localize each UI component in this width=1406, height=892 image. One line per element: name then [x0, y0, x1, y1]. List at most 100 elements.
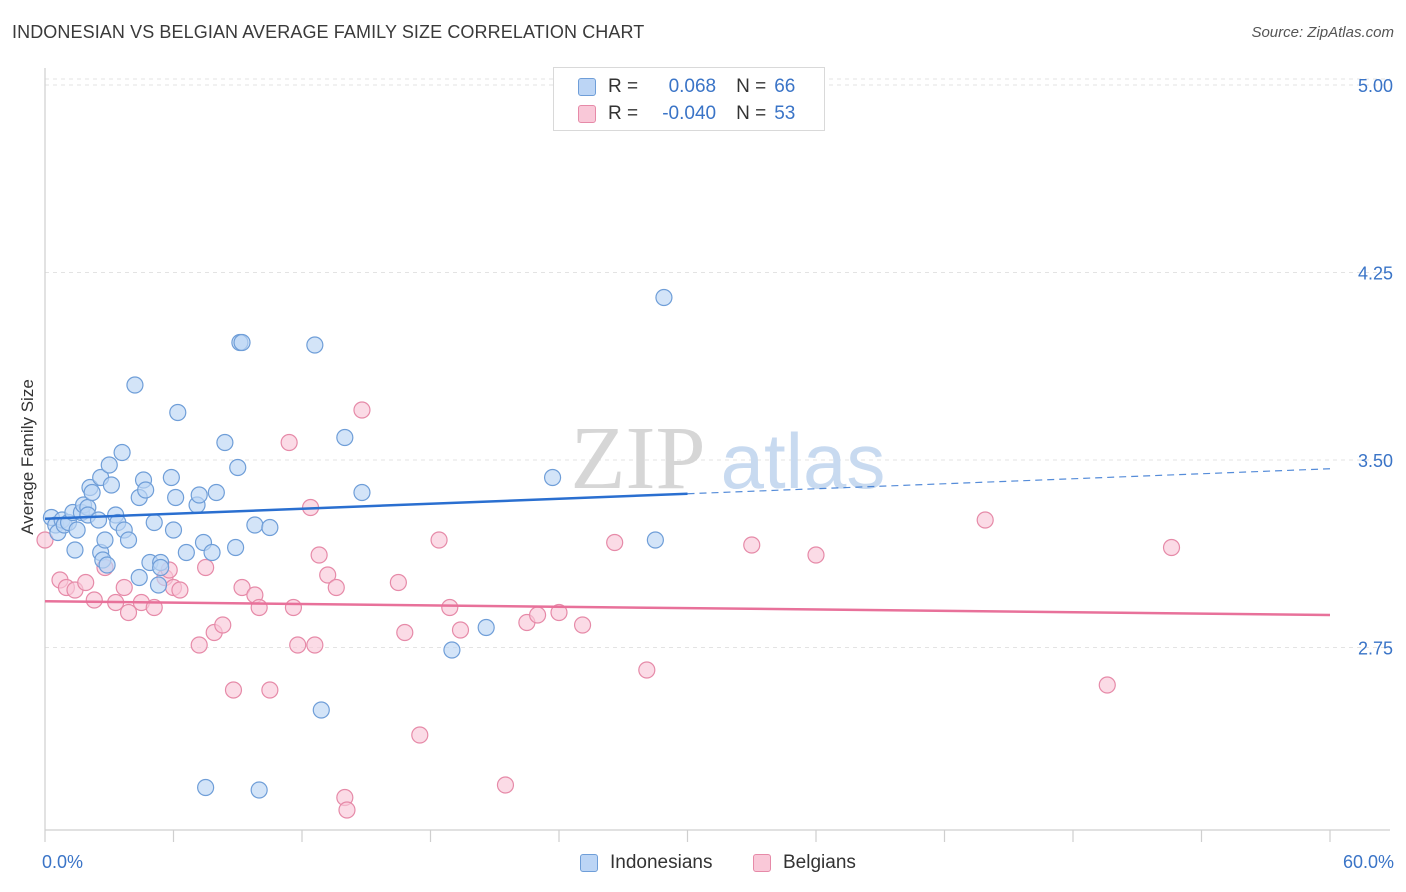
belgian-point [638, 661, 656, 679]
belgian-point [214, 616, 232, 634]
belgian-point [233, 578, 251, 597]
grid [45, 78, 1390, 648]
chart-title: INDONESIAN VS BELGIAN AVERAGE FAMILY SIZ… [12, 22, 645, 42]
indonesian-point [113, 443, 131, 462]
indonesian-point [177, 543, 195, 562]
indonesian-point [477, 618, 495, 637]
indonesian-point [353, 483, 371, 502]
indonesian-point [216, 433, 234, 452]
belgian-point [743, 536, 761, 554]
belgian-point [319, 566, 337, 584]
watermark: ZIP atlas [571, 409, 886, 508]
r-value-indonesians: 0.068 [668, 76, 717, 97]
belgian-point [171, 581, 189, 599]
belgian-point [389, 573, 407, 592]
blue-swatch-icon [580, 854, 598, 872]
r-value-belgians: -0.040 [662, 103, 717, 124]
indonesian-point [336, 428, 354, 447]
axes [44, 68, 1390, 842]
indonesian-point [164, 521, 183, 539]
indonesian-point [227, 538, 245, 557]
indonesian-point [100, 456, 118, 474]
pink-swatch-icon [753, 854, 771, 872]
indonesian-point [169, 403, 187, 422]
indonesian-point [229, 458, 247, 477]
belgian-point [976, 511, 994, 529]
legend-label-indonesians: Indonesians [610, 852, 713, 873]
belgian-point [327, 578, 345, 597]
belgian-point [280, 433, 298, 452]
belgian-point [224, 681, 243, 699]
belgian-point [451, 621, 470, 639]
watermark-zip: ZIP [571, 409, 706, 508]
belgian-point [77, 573, 95, 592]
indonesian-point [162, 468, 180, 487]
belgian-point [85, 591, 103, 609]
belgian-point [197, 558, 215, 577]
belgian-point [289, 636, 307, 654]
belgian-point [528, 606, 547, 624]
belgian-point [807, 546, 825, 564]
watermark-atlas: atlas [721, 417, 886, 505]
belgian-point [190, 636, 208, 654]
y-tick-label: 3.50 [1358, 451, 1393, 471]
n-label: N = [736, 76, 767, 97]
belgian-point [496, 776, 515, 794]
belgian-point [261, 681, 279, 699]
indonesian-point [312, 701, 330, 719]
belgian-point [550, 603, 568, 622]
indonesian-point [543, 468, 562, 487]
indonesian-point [167, 488, 185, 507]
indonesian-point [89, 511, 108, 529]
belgian-point [36, 531, 54, 549]
belgian-point [573, 616, 592, 634]
indonesian-point [126, 376, 144, 394]
belgian-point [396, 623, 414, 642]
indonesian-point [646, 531, 664, 549]
r-label: R = [608, 76, 639, 97]
belgian-point [284, 598, 303, 617]
belgian-point [119, 603, 138, 622]
indonesian-point [130, 568, 148, 587]
belgian-point [411, 726, 429, 744]
indonesian-point [261, 518, 279, 537]
indonesian-point [203, 543, 221, 562]
indonesian-point [119, 531, 138, 549]
blue-swatch-icon [578, 78, 596, 96]
belgian-point [441, 598, 459, 617]
legend-row-belgians: R = -0.040 N = 53 [578, 102, 795, 126]
trend-lines [44, 468, 1331, 617]
belgian-trend-line [44, 600, 1331, 617]
pink-swatch-icon [578, 105, 596, 123]
indonesian-point [655, 288, 673, 307]
indonesian-point [96, 531, 114, 549]
indonesian-point [197, 778, 215, 797]
legend-item-belgians: Belgians [753, 852, 856, 874]
indonesian-point [233, 333, 251, 352]
indonesian-point [152, 558, 170, 577]
n-label: N = [736, 103, 767, 124]
x-tick-max: 60.0% [1342, 852, 1394, 872]
legend-item-indonesians: Indonesians [580, 852, 712, 874]
n-value-belgians: 53 [774, 103, 796, 124]
indonesian-point [145, 513, 163, 532]
y-tick-label: 4.25 [1358, 264, 1393, 284]
belgian-point [306, 636, 324, 654]
legend-label-belgians: Belgians [783, 852, 856, 873]
y-tick-label: 5.00 [1358, 76, 1393, 96]
belgian-point [310, 546, 328, 564]
r-label: R = [608, 103, 639, 124]
belgian-point [338, 801, 356, 819]
indonesian-point [149, 576, 168, 594]
belgian-point [115, 578, 133, 597]
belgian-point [353, 401, 371, 419]
belgian-point [430, 531, 448, 549]
indonesian-point [306, 336, 324, 354]
indonesian-point [98, 556, 116, 574]
indonesian-point [68, 521, 86, 539]
y-tick-labels: 2.75 3.50 4.25 5.00 [1358, 76, 1393, 659]
indonesian-trend-line [44, 492, 688, 520]
indonesian-point [66, 541, 84, 559]
source-credit: Source: ZipAtlas.com [1251, 24, 1394, 41]
